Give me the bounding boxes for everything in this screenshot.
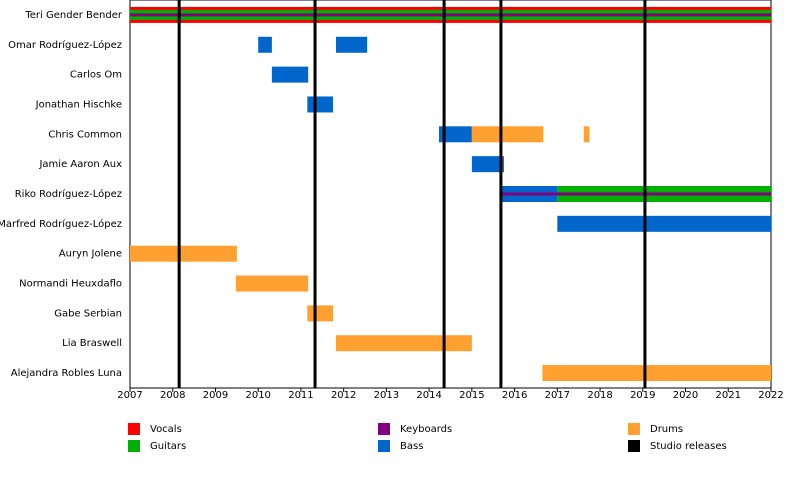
x-tick-label: 2007 xyxy=(117,390,142,401)
legend-swatch xyxy=(378,423,390,435)
member-label: Riko Rodríguez-López xyxy=(15,188,122,200)
membership-bar xyxy=(583,126,590,143)
x-tick-label: 2013 xyxy=(374,390,399,401)
membership-bar xyxy=(271,66,309,83)
member-label: Auryn Jolene xyxy=(59,249,122,260)
legend-label: Guitars xyxy=(150,441,186,452)
x-tick-label: 2008 xyxy=(160,390,185,401)
x-tick-label: 2022 xyxy=(758,390,783,401)
member-label: Carlos Om xyxy=(70,70,122,81)
member-label: Jonathan Hischke xyxy=(35,99,122,110)
membership-bar xyxy=(235,275,309,292)
membership-bar xyxy=(500,192,771,196)
legend-swatch xyxy=(128,423,140,435)
member-label: Jamie Aaron Aux xyxy=(38,159,122,170)
member-label: Gabe Serbian xyxy=(54,308,122,319)
x-tick-label: 2016 xyxy=(502,390,527,401)
x-tick-label: 2011 xyxy=(288,390,313,401)
membership-bar xyxy=(258,36,272,53)
member-label: Alejandra Robles Luna xyxy=(11,368,122,379)
x-tick-label: 2018 xyxy=(587,390,612,401)
member-label: Omar Rodríguez-López xyxy=(8,39,122,51)
member-label: Teri Gender Bender xyxy=(24,10,123,21)
member-label: Chris Common xyxy=(48,129,122,140)
legend-swatch xyxy=(378,440,390,452)
membership-bar xyxy=(471,156,504,173)
legend-swatch xyxy=(128,440,140,452)
member-label: Lia Braswell xyxy=(62,338,122,349)
legend-swatch xyxy=(628,440,640,452)
legend-label: Keyboards xyxy=(400,424,452,435)
x-tick-label: 2012 xyxy=(331,390,356,401)
member-label: Normandi Heuxdaflo xyxy=(19,279,122,290)
membership-bar xyxy=(542,365,771,382)
x-tick-label: 2015 xyxy=(459,390,484,401)
x-tick-label: 2014 xyxy=(416,390,441,401)
membership-bar xyxy=(130,245,237,262)
legend-label: Studio releases xyxy=(650,441,727,452)
legend-label: Drums xyxy=(650,424,683,435)
membership-bar xyxy=(130,13,771,17)
x-tick-label: 2020 xyxy=(673,390,698,401)
member-label: Marfred Rodríguez-López xyxy=(0,218,122,230)
membership-bar xyxy=(471,126,544,143)
x-tick-label: 2021 xyxy=(716,390,741,401)
legend-swatch xyxy=(628,423,640,435)
x-tick-label: 2017 xyxy=(545,390,570,401)
membership-bar xyxy=(335,335,472,352)
membership-bar xyxy=(557,215,771,232)
x-tick-label: 2010 xyxy=(245,390,270,401)
x-tick-label: 2019 xyxy=(630,390,655,401)
membership-bar xyxy=(307,305,333,322)
legend-label: Bass xyxy=(400,441,423,452)
membership-bar xyxy=(307,96,333,113)
x-tick-label: 2009 xyxy=(203,390,228,401)
membership-bar xyxy=(438,126,472,143)
legend-label: Vocals xyxy=(150,424,182,435)
membership-bar xyxy=(335,36,368,53)
